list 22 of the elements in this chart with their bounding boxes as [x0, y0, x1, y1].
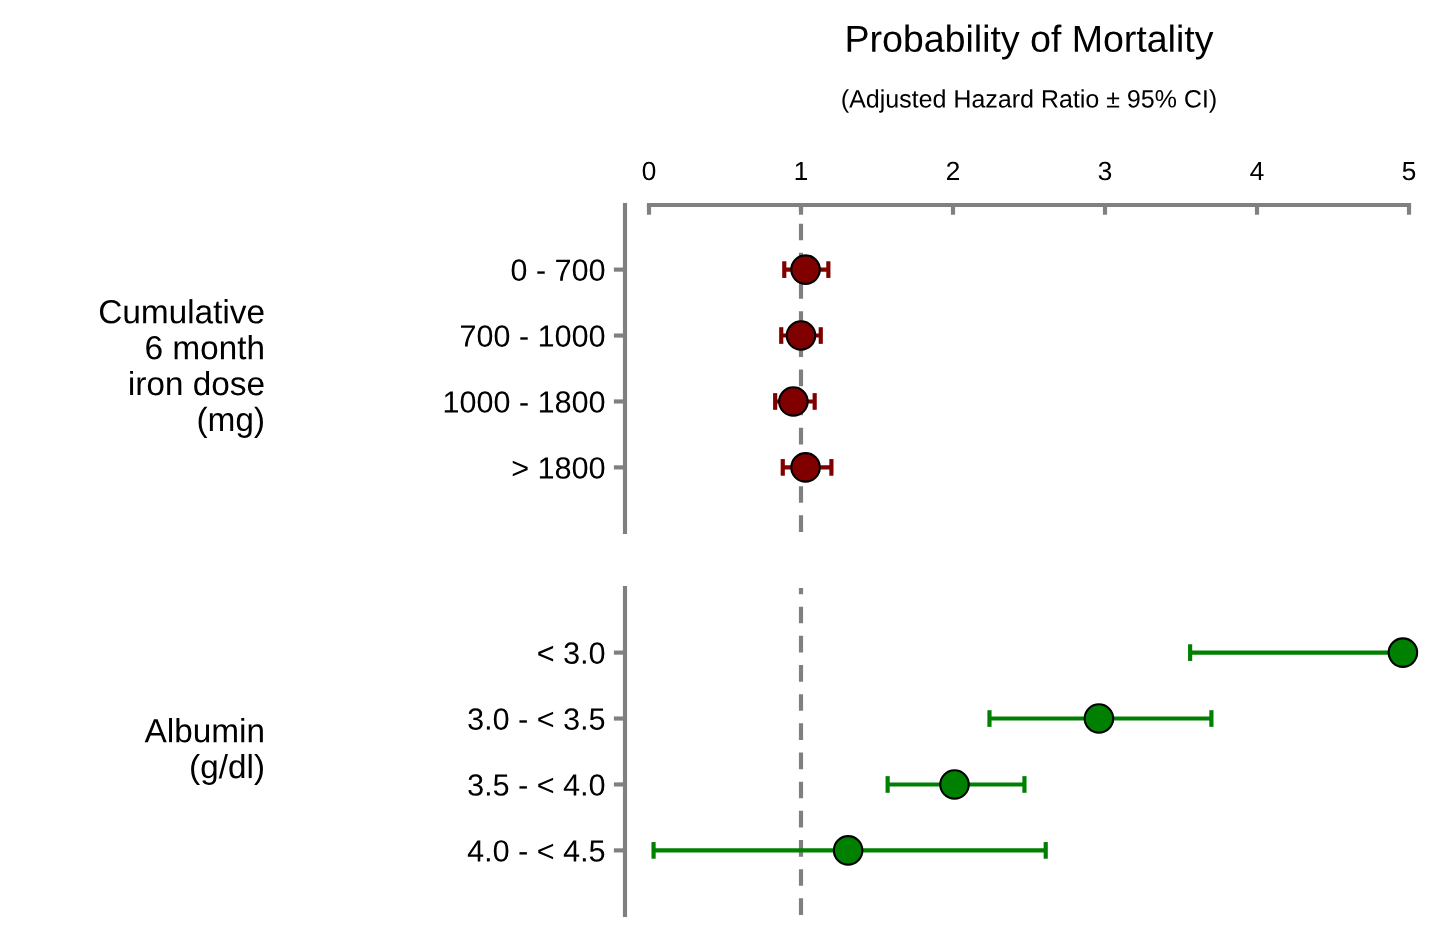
point	[832, 835, 864, 866]
x-tick-label: 0	[642, 161, 656, 181]
chart-title: Probability of Mortality	[847, 24, 1214, 60]
y-axis-title: Albumin (g/dl)	[144, 718, 263, 785]
x-tick-label: 1	[795, 161, 808, 181]
y-tick-label: 3.0 - < 3.5	[468, 708, 605, 730]
y-tick-label: 0 - 700	[511, 259, 605, 281]
x-tick-label: 5	[1402, 161, 1416, 181]
chart-subtitle: (Adjusted Hazard Ratio ± 95% CI)	[842, 89, 1216, 113]
x-tick-label: 3	[1098, 161, 1112, 181]
y-tick-label: 1000 - 1800	[444, 391, 605, 413]
y-tick-label: < 3.0	[538, 642, 605, 664]
point	[1387, 637, 1419, 668]
y-axis-title: Cumulative 6 month iron dose (mg)	[99, 299, 264, 438]
y-tick-label: > 1800	[512, 457, 605, 479]
y-tick-label: 4.0 - < 4.5	[467, 840, 605, 862]
point	[939, 769, 970, 800]
x-tick-label: 4	[1250, 161, 1264, 181]
y-tick-label: 3.5 - < 4.0	[468, 774, 605, 796]
x-tick-label: 2	[946, 161, 960, 181]
y-tick-label: 700 - 1000	[461, 325, 605, 347]
point	[1083, 703, 1115, 734]
